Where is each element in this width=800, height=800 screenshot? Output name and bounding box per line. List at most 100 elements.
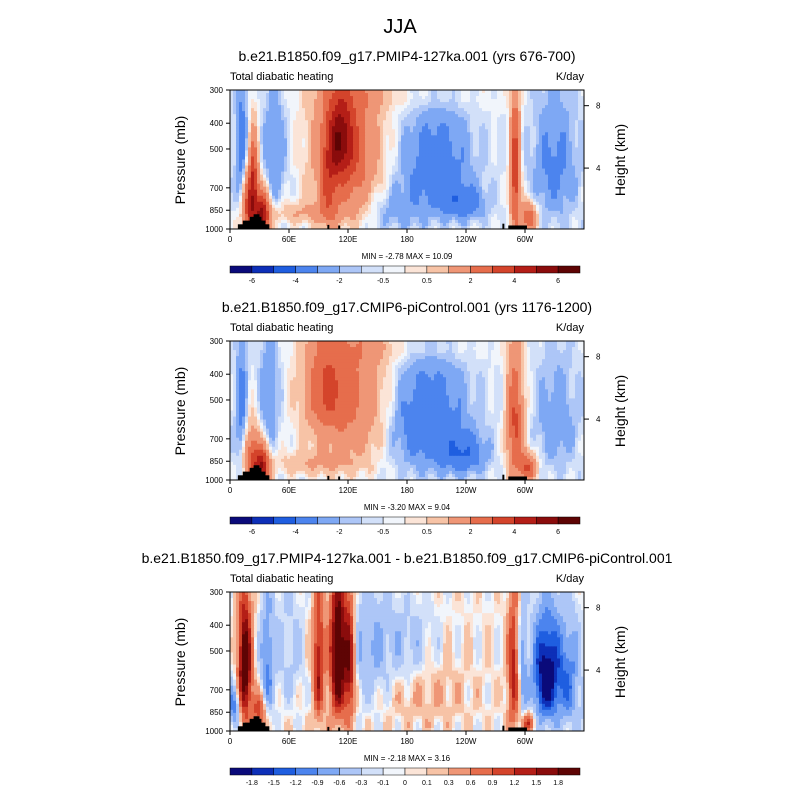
heatmap-cell bbox=[347, 138, 351, 142]
heatmap-cell bbox=[413, 189, 417, 194]
heatmap-cell bbox=[407, 123, 411, 127]
heatmap-cell bbox=[428, 114, 432, 118]
heatmap-cell bbox=[236, 102, 240, 106]
heatmap-cell bbox=[503, 198, 507, 203]
heatmap-cell bbox=[326, 126, 330, 130]
heatmap-cell bbox=[578, 213, 582, 218]
heatmap-cell bbox=[383, 174, 387, 179]
heatmap-cell bbox=[476, 204, 480, 209]
heatmap-cell bbox=[266, 93, 270, 97]
heatmap-cell bbox=[530, 132, 534, 136]
heatmap-cell bbox=[320, 120, 324, 124]
heatmap-cell bbox=[323, 96, 327, 100]
heatmap-cell bbox=[356, 129, 360, 133]
heatmap-cell bbox=[344, 144, 348, 148]
heatmap-cell bbox=[395, 138, 399, 142]
heatmap-cell bbox=[365, 177, 369, 182]
heatmap-cell bbox=[368, 177, 372, 182]
heatmap-cell bbox=[443, 108, 447, 112]
heatmap-cell bbox=[566, 195, 570, 200]
heatmap-cell bbox=[473, 141, 477, 145]
heatmap-cell bbox=[539, 201, 543, 206]
heatmap-cell bbox=[308, 204, 312, 209]
heatmap-cell bbox=[269, 117, 273, 121]
heatmap-cell bbox=[479, 123, 483, 127]
heatmap-cell bbox=[365, 117, 369, 121]
heatmap-cell bbox=[449, 210, 453, 215]
heatmap-cell bbox=[572, 192, 576, 197]
heatmap-cell bbox=[533, 165, 537, 169]
heatmap-cell bbox=[347, 96, 351, 100]
heatmap-cell bbox=[365, 120, 369, 124]
heatmap-cell bbox=[416, 186, 420, 191]
heatmap-cell bbox=[341, 126, 345, 130]
heatmap-cell bbox=[503, 168, 507, 172]
heatmap-cell bbox=[401, 183, 405, 188]
heatmap-cell bbox=[440, 189, 444, 194]
heatmap-cell bbox=[560, 174, 564, 179]
heatmap-cell bbox=[440, 183, 444, 188]
heatmap-cell bbox=[437, 204, 441, 209]
heatmap-cell bbox=[371, 177, 375, 182]
heatmap-cell bbox=[335, 168, 339, 172]
heatmap-cell bbox=[239, 126, 243, 130]
heatmap-cell bbox=[524, 183, 528, 188]
heatmap-cell bbox=[416, 210, 420, 215]
heatmap-cell bbox=[377, 180, 381, 185]
heatmap-cell bbox=[518, 168, 522, 172]
heatmap-cell bbox=[392, 168, 396, 172]
heatmap-cell bbox=[395, 93, 399, 97]
heatmap-cell bbox=[230, 192, 234, 197]
heatmap-cell bbox=[245, 168, 249, 172]
heatmap-cell bbox=[458, 174, 462, 179]
heatmap-cell bbox=[293, 198, 297, 203]
heatmap-cell bbox=[470, 120, 474, 124]
heatmap-cell bbox=[554, 126, 558, 130]
heatmap-cell bbox=[509, 204, 513, 209]
heatmap-cell bbox=[377, 192, 381, 197]
heatmap-cell bbox=[443, 147, 447, 151]
heatmap-cell bbox=[506, 195, 510, 200]
heatmap-cell bbox=[311, 99, 315, 103]
heatmap-cell bbox=[257, 135, 261, 139]
heatmap-cell bbox=[470, 147, 474, 151]
heatmap-cell bbox=[464, 162, 468, 166]
heatmap-cell bbox=[491, 168, 495, 172]
heatmap-cell bbox=[536, 105, 540, 109]
heatmap-cell bbox=[485, 129, 489, 133]
heatmap-cell bbox=[455, 180, 459, 185]
heatmap-cell bbox=[440, 213, 444, 218]
heatmap-cell bbox=[455, 96, 459, 100]
heatmap-cell bbox=[290, 114, 294, 118]
heatmap-cell bbox=[308, 207, 312, 212]
heatmap-cell bbox=[452, 198, 456, 203]
heatmap-cell bbox=[449, 162, 453, 166]
heatmap-cell bbox=[329, 132, 333, 136]
heatmap-cell bbox=[269, 150, 273, 154]
heatmap-cell bbox=[575, 108, 579, 112]
heatmap-cell bbox=[290, 150, 294, 154]
heatmap-cell bbox=[308, 192, 312, 197]
heatmap-cell bbox=[398, 192, 402, 197]
heatmap-cell bbox=[302, 153, 306, 157]
heatmap-cell bbox=[566, 117, 570, 121]
heatmap-cell bbox=[404, 123, 408, 127]
heatmap-cell bbox=[350, 138, 354, 142]
heatmap-cell bbox=[551, 168, 555, 172]
heatmap-cell bbox=[281, 180, 285, 185]
heatmap-cell bbox=[329, 156, 333, 160]
heatmap-cell bbox=[311, 153, 315, 157]
heatmap-cell bbox=[443, 177, 447, 182]
heatmap-cell bbox=[380, 117, 384, 121]
heatmap-cell bbox=[521, 114, 525, 118]
heatmap-cell bbox=[290, 183, 294, 188]
heatmap-cell bbox=[428, 144, 432, 148]
heatmap-cell bbox=[527, 153, 531, 157]
heatmap-cell bbox=[236, 111, 240, 115]
heatmap-cell bbox=[344, 93, 348, 97]
heatmap-cell bbox=[407, 171, 411, 176]
heatmap-cell bbox=[554, 111, 558, 115]
heatmap-cell bbox=[284, 96, 288, 100]
heatmap-cell bbox=[536, 207, 540, 212]
heatmap-cell bbox=[308, 168, 312, 172]
